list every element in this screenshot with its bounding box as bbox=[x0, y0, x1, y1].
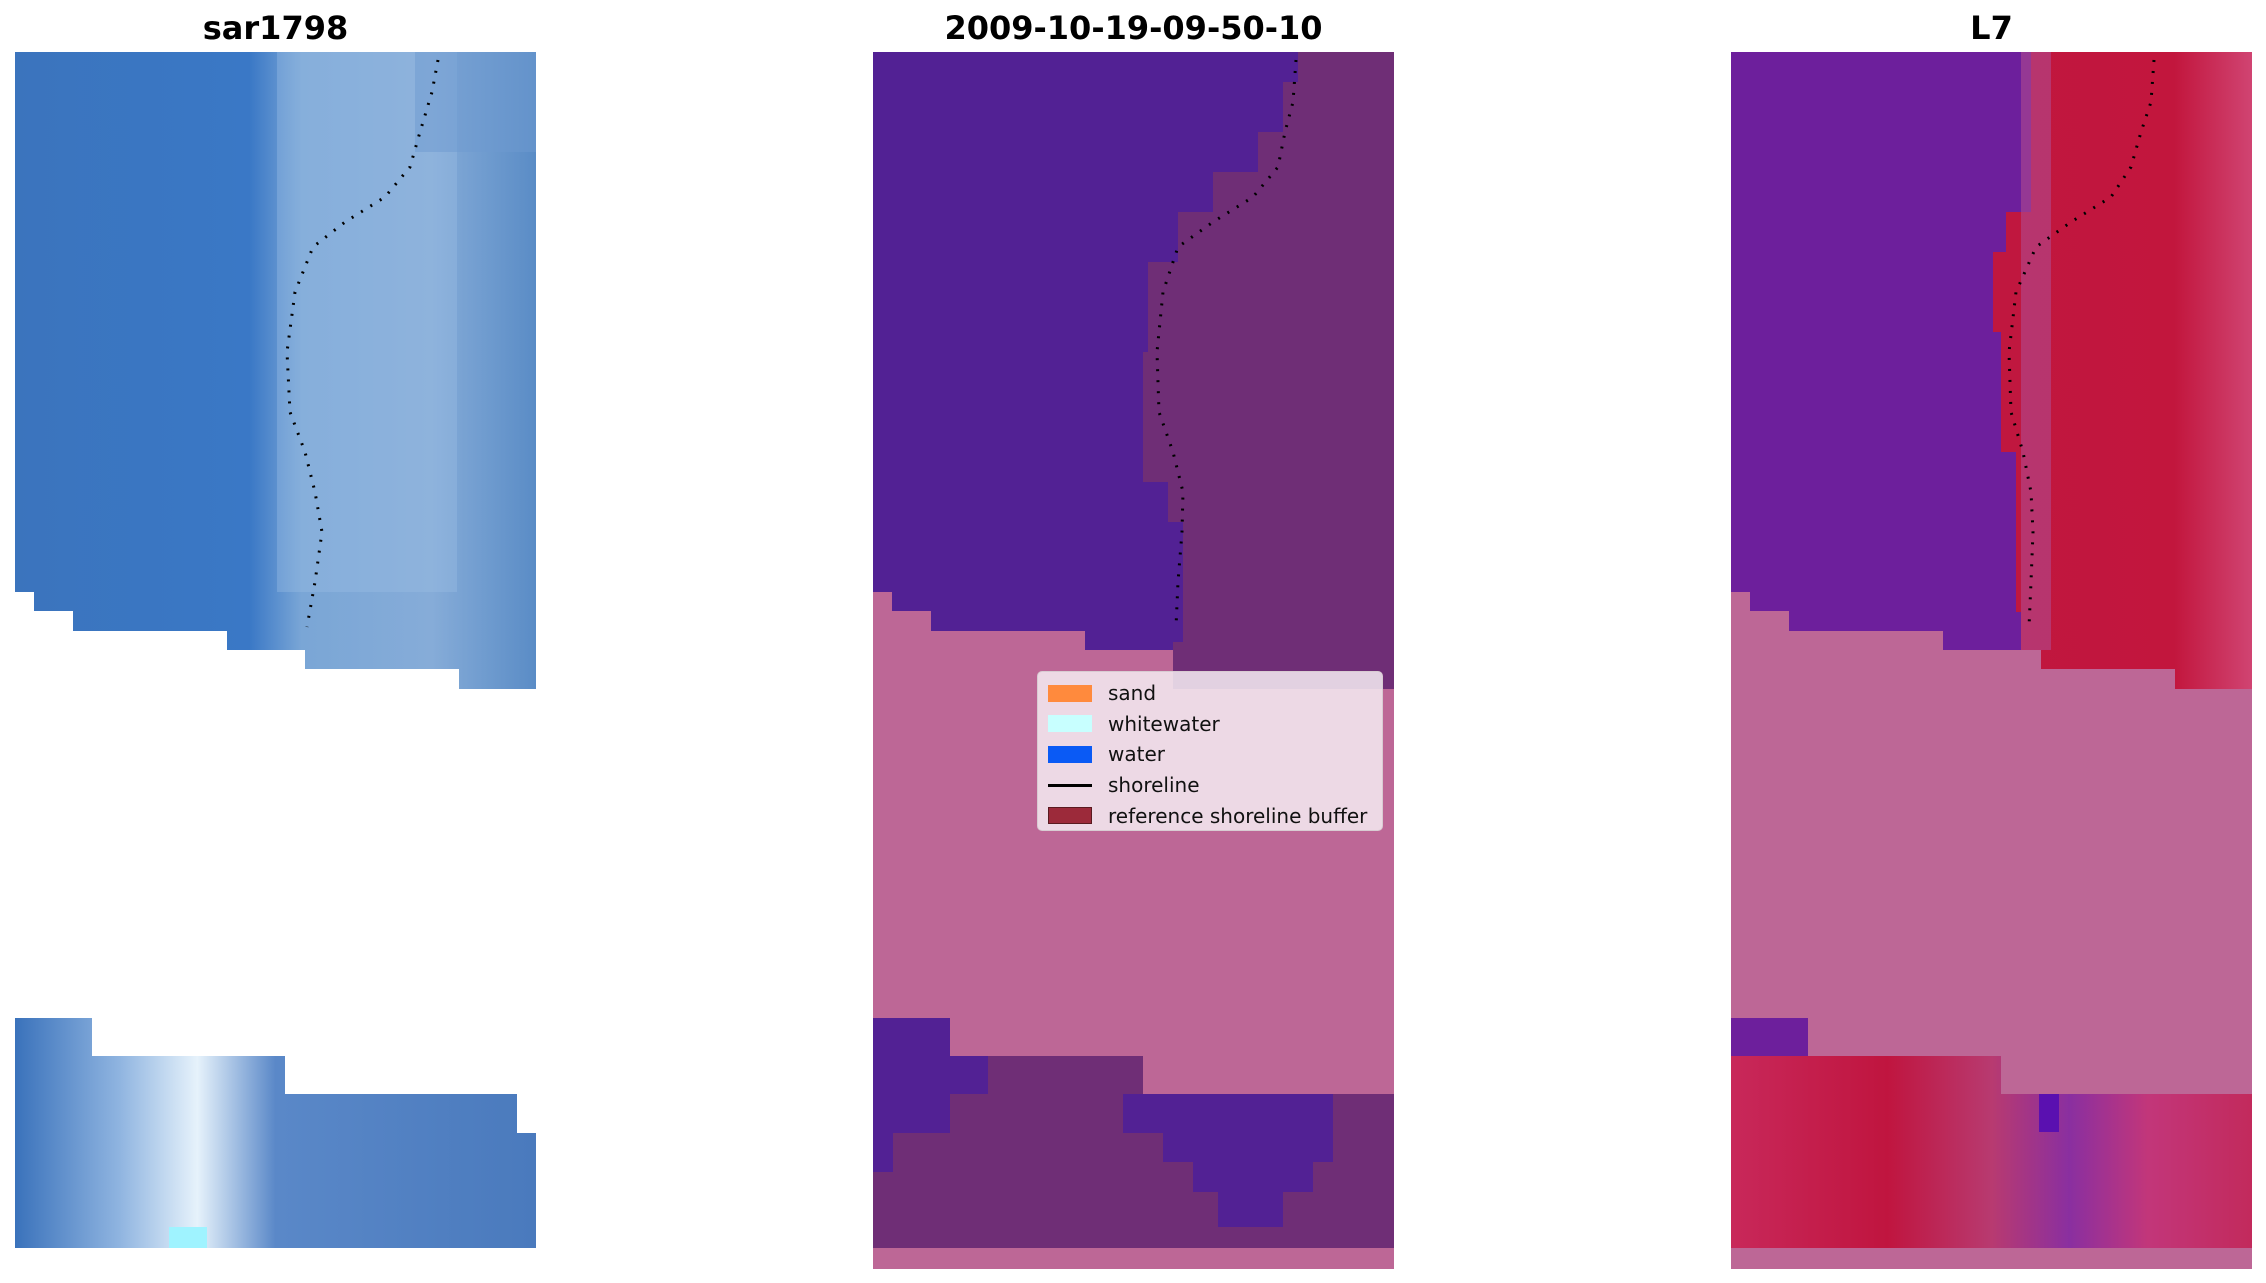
legend-label-shoreline: shoreline bbox=[1108, 773, 1200, 798]
index-image bbox=[1731, 52, 2252, 1269]
legend-swatch-whitewater bbox=[1048, 715, 1092, 733]
legend-swatch-buffer bbox=[1048, 807, 1092, 825]
legend-swatch-water bbox=[1048, 745, 1092, 763]
legend-label-sand: sand bbox=[1108, 681, 1157, 706]
classified-image bbox=[873, 52, 1394, 1269]
legend-item-sand: sand bbox=[1048, 678, 1372, 709]
legend-item-buffer: reference shoreline buffer bbox=[1048, 800, 1372, 831]
classified-image-panel bbox=[873, 52, 1394, 1269]
legend-swatch-shoreline bbox=[1048, 783, 1092, 787]
panel-title-classified: 2009-10-19-09-50-10 bbox=[944, 9, 1323, 47]
legend-label-whitewater: whitewater bbox=[1108, 711, 1220, 736]
legend-item-shoreline: shoreline bbox=[1048, 770, 1372, 801]
legend-label-buffer: reference shoreline buffer bbox=[1108, 803, 1368, 828]
legend-swatch-sand bbox=[1048, 684, 1092, 702]
legend-item-whitewater: whitewater bbox=[1048, 709, 1372, 740]
index-image-panel bbox=[1731, 52, 2252, 1269]
rgb-image bbox=[15, 52, 536, 1248]
shoreline-rgb bbox=[285, 59, 440, 628]
legend: sand whitewater water shoreline referenc… bbox=[1037, 671, 1383, 831]
panel-title-rgb: sar1798 bbox=[202, 9, 349, 47]
panel-title-index: L7 bbox=[1970, 9, 2013, 47]
rgb-image-panel bbox=[15, 52, 536, 1269]
legend-item-water: water bbox=[1048, 739, 1372, 770]
legend-label-water: water bbox=[1108, 742, 1165, 767]
